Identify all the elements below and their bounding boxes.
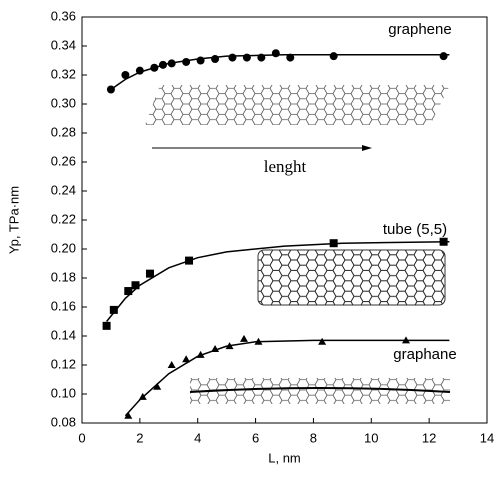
point [225, 342, 234, 350]
point [228, 53, 237, 62]
point [182, 57, 191, 66]
graphene-inset [145, 85, 450, 125]
y-tick-label: 0.26 [51, 153, 76, 168]
point [182, 355, 191, 363]
tube-inset [257, 249, 446, 306]
x-tick-label: 14 [480, 430, 494, 445]
y-tick-label: 0.34 [51, 37, 76, 52]
point [135, 66, 144, 75]
y-tick-label: 0.12 [51, 356, 76, 371]
point [167, 361, 176, 368]
series-label: graphane [393, 346, 456, 363]
y-tick-label: 0.20 [51, 240, 76, 255]
y-tick-label: 0.14 [51, 327, 76, 342]
point [211, 345, 220, 353]
y-tick-label: 0.16 [51, 298, 76, 313]
point [106, 85, 115, 94]
series-label: graphene [388, 21, 451, 38]
y-tick-label: 0.18 [51, 269, 76, 284]
point [196, 350, 205, 358]
point [240, 334, 248, 342]
y-axis-title: Yp, TPa·nm [6, 186, 21, 254]
point [257, 53, 266, 62]
point [124, 411, 133, 419]
point [153, 382, 162, 390]
x-tick-label: 4 [194, 430, 201, 445]
x-tick-label: 10 [364, 430, 378, 445]
x-tick-label: 0 [78, 430, 85, 445]
point [439, 237, 448, 246]
x-tick-label: 8 [310, 430, 317, 445]
point [121, 71, 130, 79]
point [211, 55, 220, 64]
fit-line [110, 53, 450, 91]
point [102, 321, 111, 330]
point [145, 269, 154, 278]
length-arrow [152, 145, 372, 151]
point [159, 60, 167, 69]
point [167, 59, 176, 68]
point [439, 52, 448, 61]
x-axis-title: L, nm [268, 450, 301, 465]
y-tick-label: 0.24 [51, 182, 76, 197]
point [271, 49, 280, 58]
y-tick-label: 0.32 [51, 66, 76, 81]
y-tick-label: 0.28 [51, 124, 76, 139]
point [286, 53, 295, 62]
point [131, 281, 140, 290]
point [185, 256, 194, 265]
point [318, 337, 327, 345]
point [329, 52, 338, 61]
point [196, 56, 205, 65]
point [150, 63, 159, 72]
y-tick-label: 0.30 [51, 95, 76, 110]
x-tick-label: 2 [136, 430, 143, 445]
point [402, 336, 410, 344]
x-tick-label: 12 [422, 430, 436, 445]
point [124, 287, 133, 296]
annotation: lenght [264, 157, 307, 176]
point [254, 337, 263, 345]
graphane-inset [189, 378, 451, 404]
x-tick-label: 6 [252, 430, 259, 445]
point [242, 53, 251, 62]
y-tick-label: 0.10 [51, 385, 76, 400]
y-tick-label: 0.22 [51, 211, 76, 226]
point [109, 305, 118, 314]
y-tick-label: 0.08 [51, 414, 76, 429]
y-tick-label: 0.36 [51, 8, 76, 23]
series-label: tube (5,5) [383, 221, 447, 238]
point [329, 239, 338, 248]
point [138, 392, 147, 400]
